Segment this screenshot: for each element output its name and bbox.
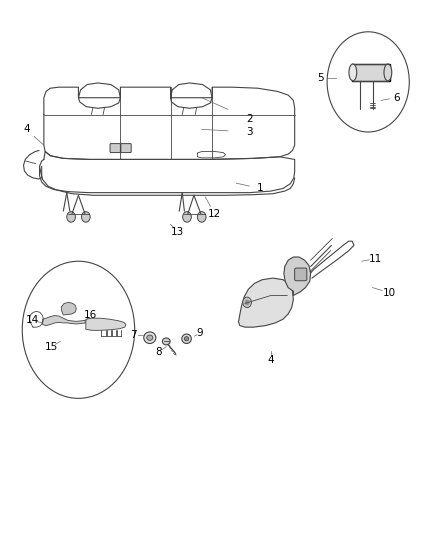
Text: 2: 2 bbox=[246, 114, 253, 124]
Ellipse shape bbox=[147, 335, 153, 341]
Text: 9: 9 bbox=[196, 328, 203, 338]
Ellipse shape bbox=[184, 337, 189, 341]
Text: 15: 15 bbox=[45, 342, 58, 352]
Text: 16: 16 bbox=[84, 310, 97, 320]
Polygon shape bbox=[284, 257, 311, 295]
Circle shape bbox=[243, 297, 251, 308]
Polygon shape bbox=[238, 278, 293, 327]
Ellipse shape bbox=[349, 64, 357, 81]
Text: 14: 14 bbox=[25, 316, 39, 325]
Circle shape bbox=[198, 212, 206, 222]
Text: 1: 1 bbox=[257, 183, 263, 193]
FancyBboxPatch shape bbox=[110, 143, 120, 152]
Text: 7: 7 bbox=[130, 330, 137, 340]
FancyBboxPatch shape bbox=[295, 268, 307, 281]
Text: 4: 4 bbox=[23, 124, 30, 134]
Ellipse shape bbox=[384, 64, 392, 81]
Circle shape bbox=[67, 212, 75, 222]
Polygon shape bbox=[62, 302, 76, 315]
Text: 3: 3 bbox=[246, 127, 253, 137]
Ellipse shape bbox=[162, 338, 170, 345]
Text: 6: 6 bbox=[393, 93, 399, 103]
Circle shape bbox=[81, 212, 90, 222]
Text: 10: 10 bbox=[383, 288, 396, 298]
Text: 11: 11 bbox=[369, 254, 382, 264]
Polygon shape bbox=[86, 318, 126, 330]
Text: 13: 13 bbox=[171, 227, 184, 237]
Text: 4: 4 bbox=[268, 356, 274, 366]
Text: 8: 8 bbox=[155, 347, 162, 357]
Ellipse shape bbox=[144, 332, 156, 343]
Polygon shape bbox=[42, 316, 86, 326]
Text: 12: 12 bbox=[208, 209, 221, 219]
FancyBboxPatch shape bbox=[352, 64, 389, 81]
Circle shape bbox=[183, 212, 191, 222]
Ellipse shape bbox=[182, 334, 191, 343]
Circle shape bbox=[245, 300, 249, 305]
FancyBboxPatch shape bbox=[121, 143, 131, 152]
Text: 5: 5 bbox=[317, 72, 324, 83]
